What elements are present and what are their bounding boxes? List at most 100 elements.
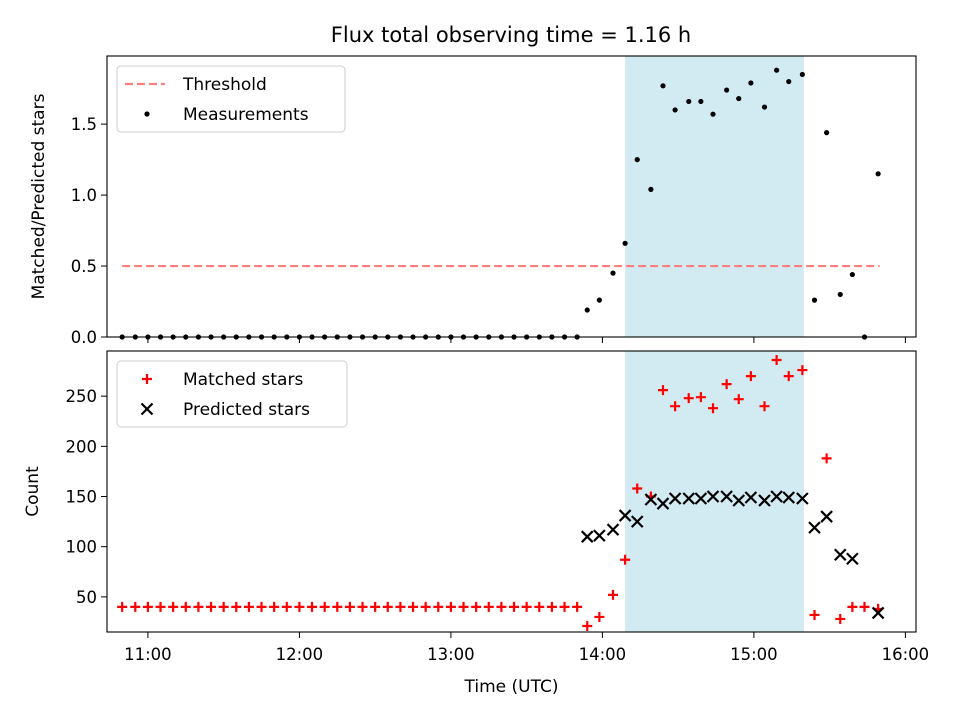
predicted-star-point: [758, 494, 771, 507]
measurement-point: [710, 111, 716, 117]
predicted-star-point: [668, 492, 682, 505]
matched-star-point: [695, 392, 706, 403]
predicted-star-point: [606, 523, 620, 536]
matched-star-point: [206, 601, 217, 612]
matched-star-point: [483, 601, 494, 612]
legend-box: [116, 65, 346, 133]
x-tick-label: 11:00: [124, 645, 172, 664]
matched-star-point: [307, 601, 318, 612]
y-tick-label: 200: [66, 437, 98, 456]
matched-star-point: [168, 601, 179, 612]
matched-star-point: [620, 554, 631, 565]
y-tick-label: 250: [66, 387, 98, 406]
matched-star-point: [847, 601, 858, 612]
predicted-star-point: [808, 521, 821, 534]
predicted-star-point: [618, 509, 632, 522]
predicted-star-point: [580, 530, 594, 543]
axes-frame: [106, 55, 917, 338]
matched-star-point: [117, 601, 128, 612]
measurement-point: [686, 98, 692, 105]
matched-star-point: [357, 601, 368, 612]
matched-star-point: [582, 620, 593, 631]
x-tick-label: 12:00: [276, 645, 324, 664]
legend-predicted-swatch: [140, 402, 154, 416]
matched-star-point: [783, 371, 794, 382]
matched-star-point: [608, 589, 619, 600]
matched-star-point: [256, 601, 267, 612]
matched-star-point: [471, 601, 482, 612]
x-axis-label: Time (UTC): [464, 677, 559, 697]
matched-star-point: [733, 394, 744, 405]
measurement-point: [596, 297, 602, 303]
matched-star-point: [458, 601, 469, 612]
measurement-point: [648, 186, 654, 193]
matched-star-point: [594, 611, 605, 622]
predicted-star-point: [706, 490, 720, 503]
legend-label: Predicted stars: [183, 400, 310, 420]
x-tick-label: 16:00: [882, 645, 930, 664]
measurement-point: [724, 87, 730, 93]
matched-star-point: [294, 601, 305, 612]
matched-star-point: [835, 613, 846, 624]
predicted-star-point: [630, 515, 644, 528]
predicted-star-point: [593, 529, 606, 542]
count-panel: 50 100 150 200 250 11:00 12:00 13:00 14:00 15:00 1…: [23, 350, 930, 697]
predicted-star-point: [720, 490, 733, 503]
measurement-point: [698, 98, 704, 105]
matched-star-point: [382, 601, 393, 612]
predicted-star-point: [744, 491, 758, 504]
y-axis-label: Count: [23, 466, 43, 517]
matched-star-point: [344, 601, 355, 612]
matched-star-point: [821, 453, 832, 464]
highlight-span: [625, 351, 804, 632]
measurement-point: [799, 71, 805, 78]
y-tick-label: 0.5: [71, 257, 97, 276]
predicted-star-point: [782, 491, 796, 504]
matched-star-point: [130, 601, 141, 612]
y-axis-label: Matched/Predicted stars: [29, 93, 49, 299]
y-tick-label: 50: [76, 588, 97, 607]
measurement-point: [811, 297, 818, 303]
y-tick-label: 150: [66, 488, 98, 507]
matched-star-point: [281, 601, 292, 612]
legend-measurement-swatch: [144, 111, 150, 117]
matched-star-point: [759, 401, 770, 412]
matched-star-point: [433, 601, 444, 612]
x-tick-label: 15:00: [730, 645, 778, 664]
y-tick-label: 1.0: [71, 186, 97, 205]
ratio-panel: 0.0 0.5 1.0 1.5 Matched/Predicted stars Thres…: [29, 55, 917, 347]
legend-label: Measurements: [183, 105, 309, 125]
measurement-point: [761, 104, 768, 110]
predicted-star-point: [833, 548, 847, 562]
matched-star-point: [721, 379, 732, 390]
matched-star-point: [269, 601, 280, 612]
measurement-point: [824, 130, 830, 136]
measurement-point: [837, 291, 843, 298]
matched-star-point: [534, 601, 545, 612]
axes-frame: [106, 350, 917, 633]
matched-star-point: [546, 601, 557, 612]
matched-star-point: [319, 601, 330, 612]
predicted-star-point: [644, 493, 658, 506]
x-tick-label: 13:00: [427, 645, 475, 664]
matched-star-point: [797, 365, 808, 376]
measurement-point: [660, 83, 666, 89]
legend-matched-swatch: [142, 374, 152, 384]
legend-label: Threshold: [182, 75, 267, 95]
predicted-star-point: [770, 490, 783, 503]
y-tick-label: 100: [66, 538, 98, 557]
measurement-point: [622, 240, 628, 246]
measurement-point: [584, 307, 590, 313]
predicted-star-point: [694, 492, 708, 505]
matched-star-point: [332, 601, 343, 612]
measurement-point: [748, 80, 754, 86]
matched-star-point: [231, 601, 242, 612]
measurement-point: [672, 107, 678, 113]
matched-star-point: [155, 601, 166, 612]
matched-star-point: [193, 601, 204, 612]
predicted-star-point: [732, 494, 746, 507]
measurement-point: [736, 95, 742, 102]
measurement-point: [610, 270, 616, 276]
matched-star-point: [218, 601, 229, 612]
measurement-point: [774, 67, 780, 73]
